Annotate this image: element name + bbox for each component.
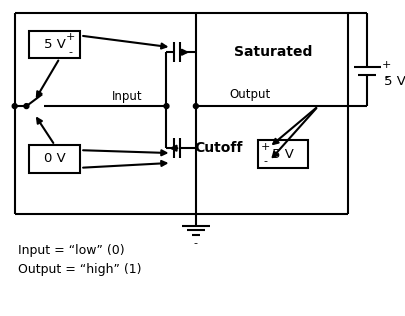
Text: Output: Output [229, 88, 271, 101]
Text: -: - [263, 156, 267, 166]
Text: 5 V: 5 V [384, 75, 405, 88]
Circle shape [24, 104, 29, 108]
Bar [30, 145, 80, 173]
Bar [30, 31, 80, 58]
Text: Input = “low” (0): Input = “low” (0) [18, 244, 124, 257]
Text: Cutoff: Cutoff [194, 141, 242, 155]
Text: 5 V: 5 V [272, 148, 294, 161]
Text: Output = “high” (1): Output = “high” (1) [18, 263, 141, 276]
Text: +: + [382, 60, 392, 70]
Bar [258, 140, 309, 168]
Circle shape [194, 104, 198, 108]
Text: -: - [385, 72, 389, 82]
Text: Input: Input [112, 90, 143, 103]
Text: 5 V: 5 V [44, 38, 66, 51]
Text: +: + [66, 32, 75, 42]
Circle shape [12, 104, 17, 108]
Circle shape [164, 104, 169, 108]
Text: +: + [261, 142, 270, 152]
Text: -: - [194, 238, 198, 248]
Text: Saturated: Saturated [234, 45, 312, 59]
Text: -: - [68, 47, 72, 57]
Text: 0 V: 0 V [44, 153, 66, 166]
